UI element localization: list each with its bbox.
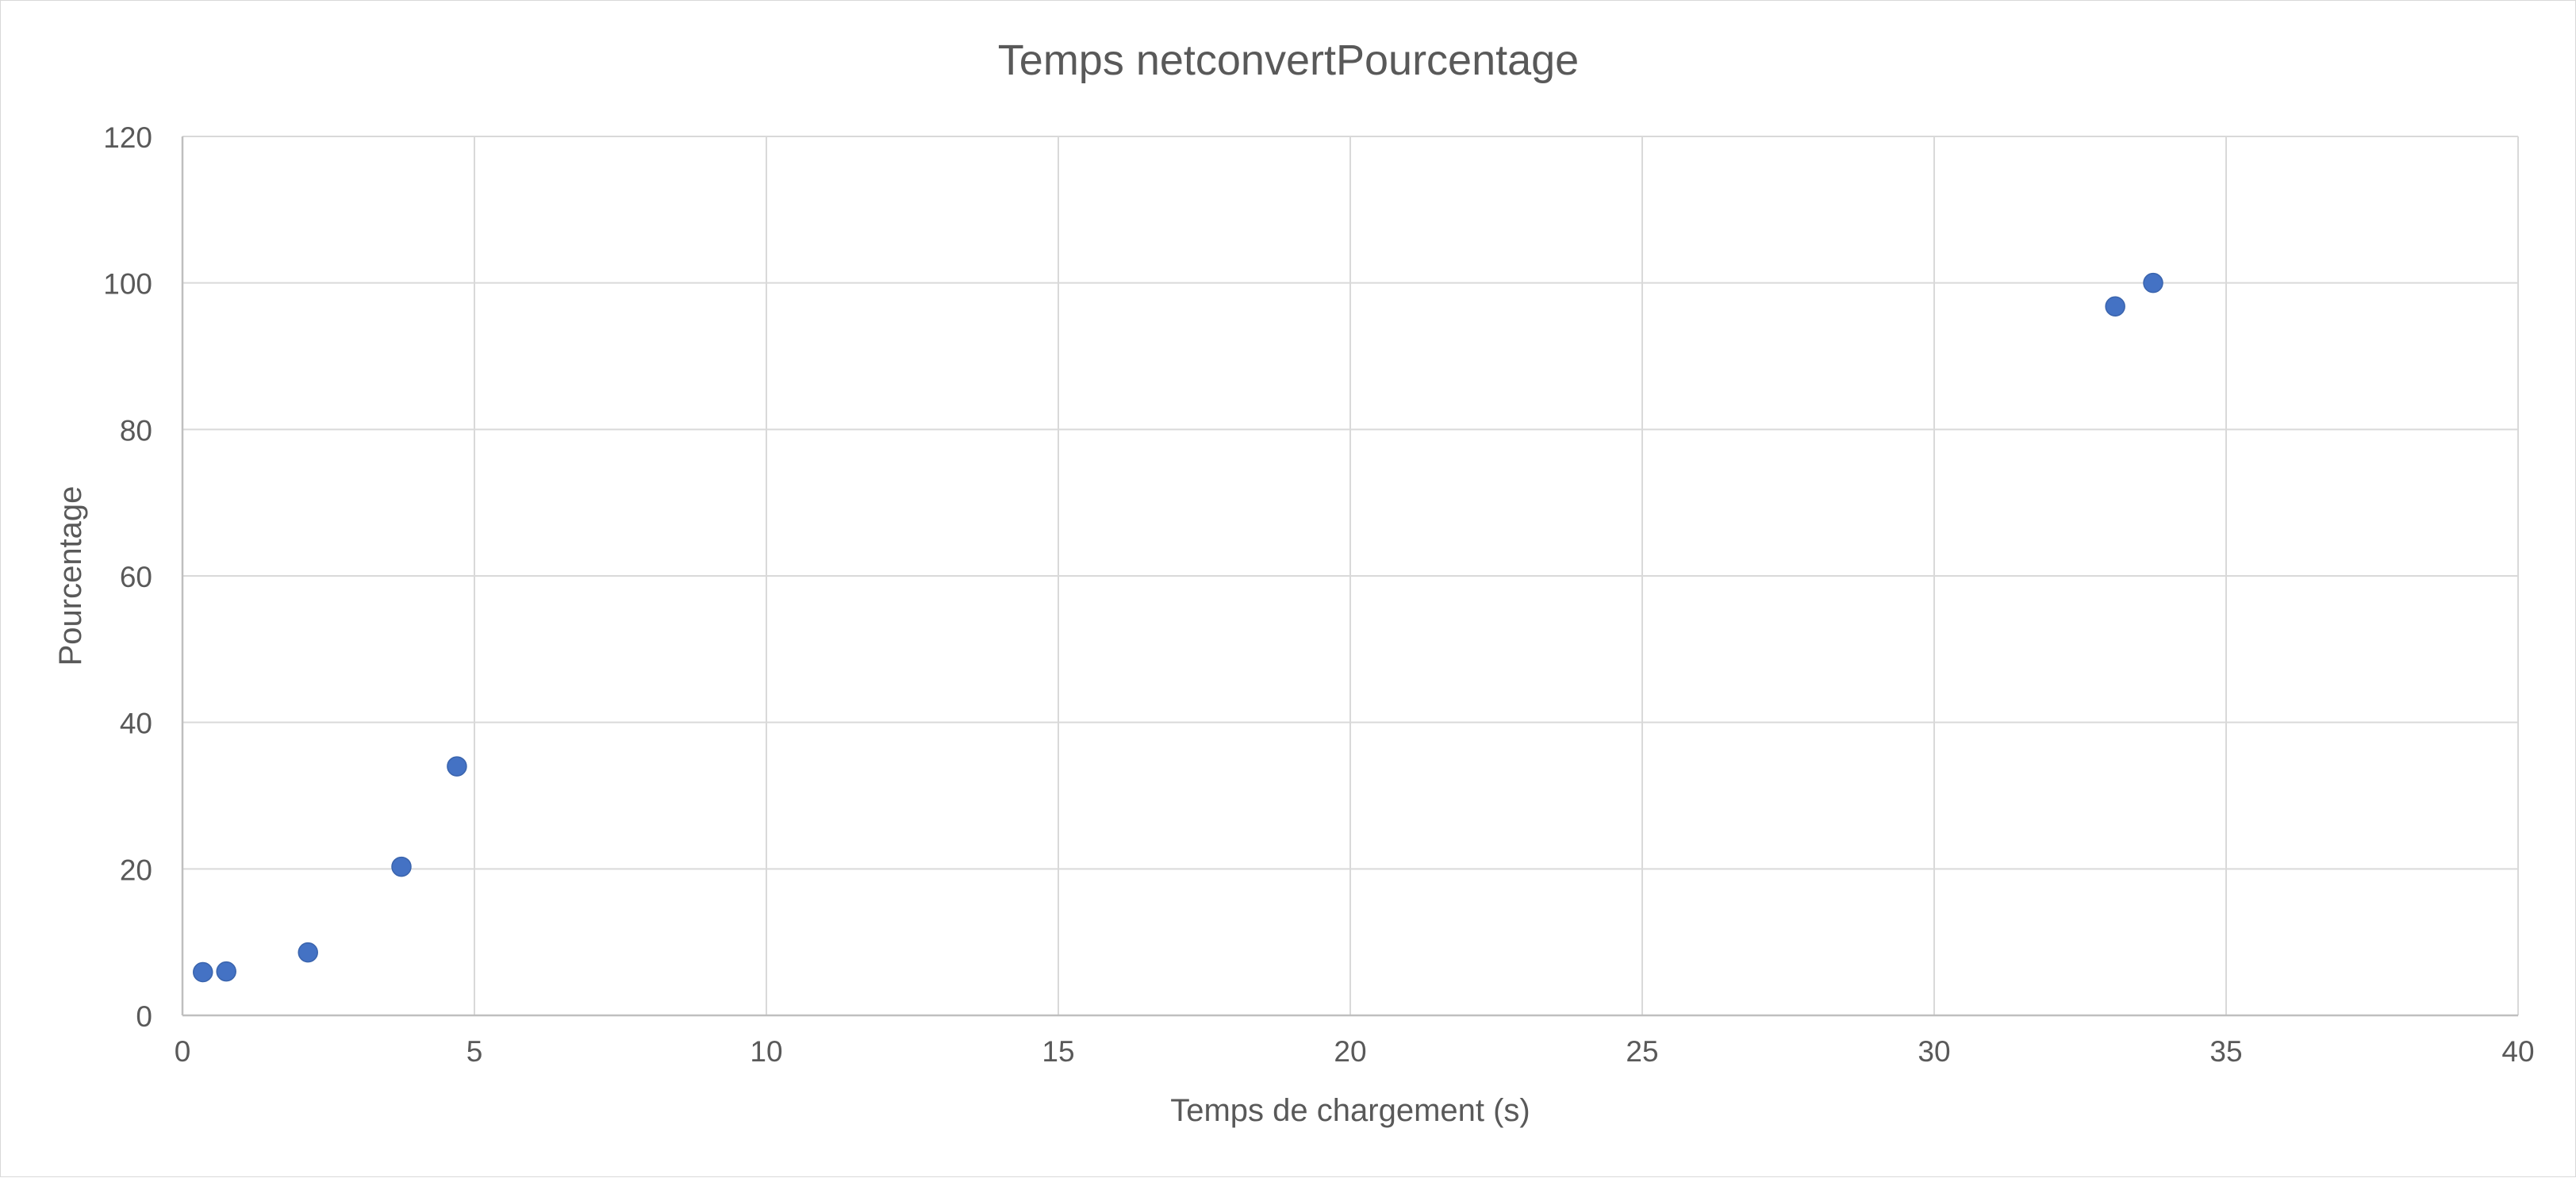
x-tick-label: 5 xyxy=(466,1035,483,1068)
gridlines xyxy=(182,136,2519,1016)
x-tick-label: 35 xyxy=(2209,1035,2242,1068)
y-tick-label: 100 xyxy=(103,268,152,301)
data-point xyxy=(193,961,213,983)
y-axis-label: Pourcentage xyxy=(53,486,88,666)
y-tick-label: 40 xyxy=(120,708,152,740)
axes xyxy=(181,136,2518,1017)
data-point xyxy=(447,756,467,777)
x-tick-label: 25 xyxy=(1626,1035,1658,1068)
data-point xyxy=(2105,296,2125,317)
y-tick-label: 120 xyxy=(103,121,152,154)
x-tick-label: 40 xyxy=(2501,1035,2534,1068)
x-tick-label: 0 xyxy=(175,1035,191,1068)
data-point xyxy=(216,961,236,982)
x-tick-label: 15 xyxy=(1042,1035,1074,1068)
x-tick-label: 30 xyxy=(1918,1035,1950,1068)
chart-title: Temps netconvertPourcentage xyxy=(998,36,1579,84)
x-tick-label: 20 xyxy=(1334,1035,1366,1068)
x-axis-label: Temps de chargement (s) xyxy=(1170,1093,1530,1128)
y-tick-label: 60 xyxy=(120,561,152,593)
y-tick-label: 20 xyxy=(120,854,152,886)
data-point xyxy=(391,856,412,877)
y-tick-label: 80 xyxy=(120,414,152,447)
data-point xyxy=(2143,272,2163,294)
y-tick-label: 0 xyxy=(136,1000,152,1033)
tick-labels: 0 20 40 60 80 100 120 0 5 10 15 20 25 30 35 40 xyxy=(103,121,2534,1068)
x-tick-label: 10 xyxy=(750,1035,782,1068)
data-points xyxy=(193,272,2163,983)
data-point xyxy=(298,942,318,963)
